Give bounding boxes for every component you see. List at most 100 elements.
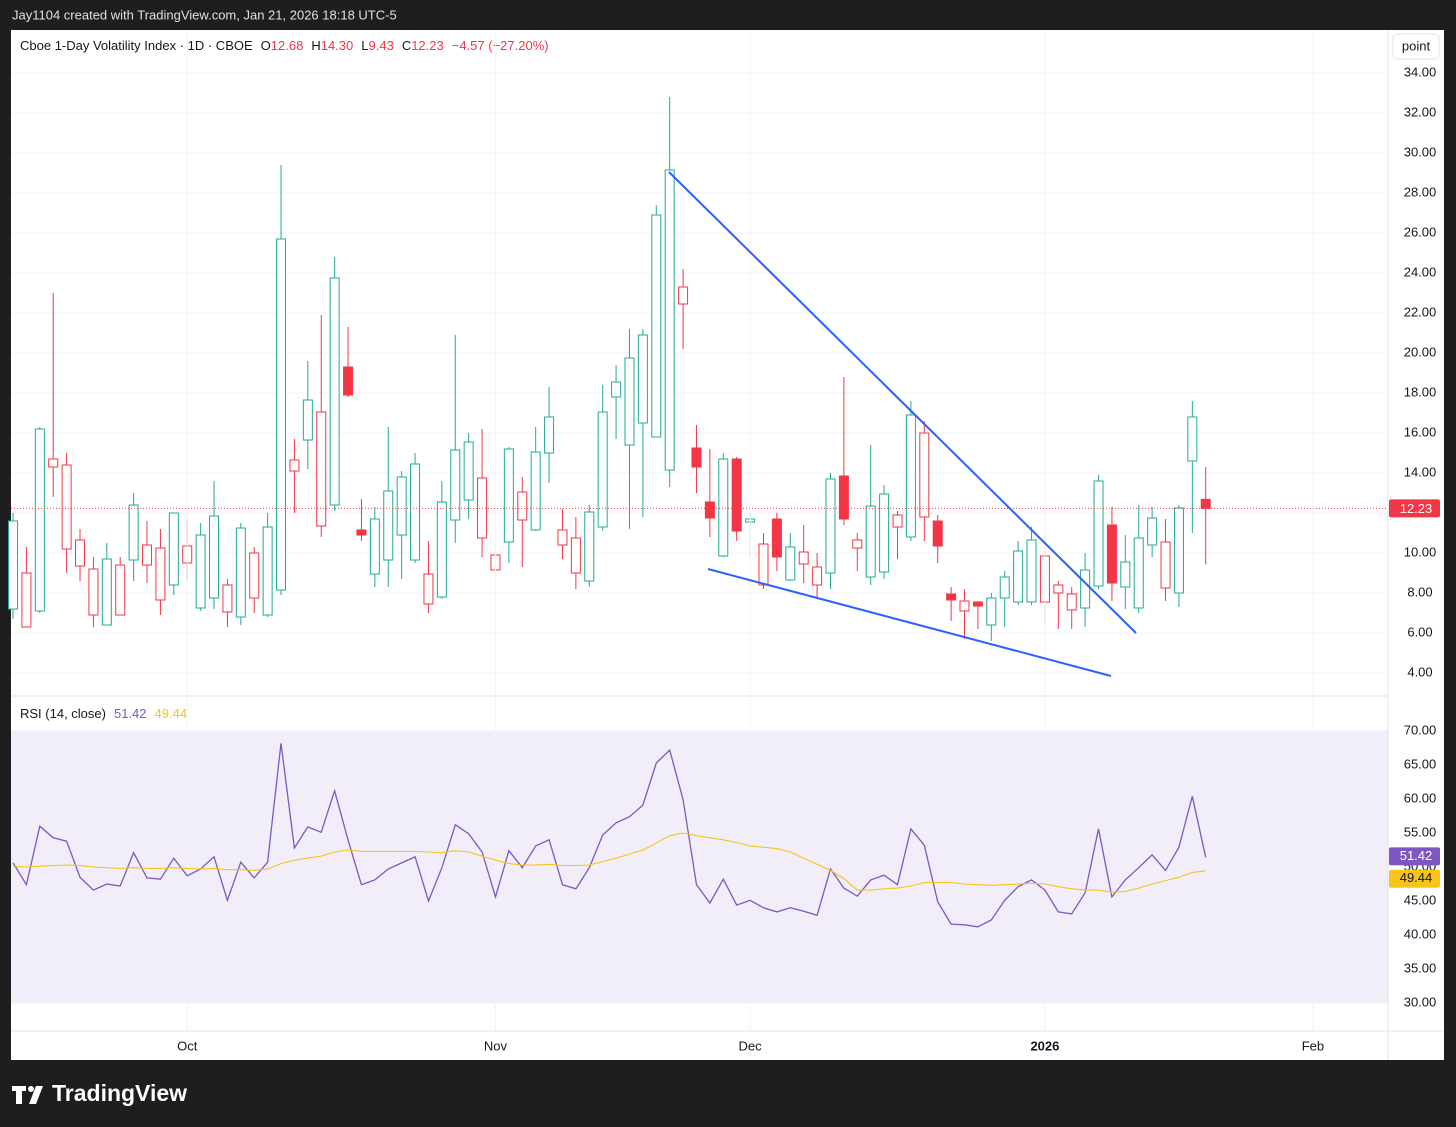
logo-mark [29, 1086, 43, 1104]
trend-line [707, 568, 1112, 677]
candle-body [584, 511, 595, 582]
rsi-value: 51.42 [114, 706, 147, 721]
candle-body [383, 490, 394, 561]
candle-body [316, 411, 327, 527]
candle-body [999, 576, 1010, 599]
y-tick-label: 8.00 [1407, 584, 1432, 599]
candle-body [8, 520, 19, 610]
candle-body [463, 441, 474, 501]
candle-body [852, 539, 863, 549]
chart-header: RSI (14, close) 51.42 49.44 [20, 706, 187, 721]
candle-body [356, 529, 367, 536]
candle-body [718, 458, 729, 557]
candle-body [517, 491, 528, 521]
candle-body [101, 558, 112, 626]
candle-body [597, 411, 608, 528]
candle-body [410, 463, 421, 561]
candle-body [195, 534, 206, 609]
candle-body [704, 501, 715, 519]
logo-mark [12, 1086, 26, 1104]
y-tick-label: 32.00 [1404, 104, 1437, 119]
rsi-line [12, 832, 1206, 893]
candle-body [932, 520, 943, 547]
candle-body [919, 432, 930, 518]
candle-body [249, 552, 260, 599]
candle-body [235, 527, 246, 618]
x-tick-label: Nov [484, 1038, 508, 1053]
y-tick-label: 28.00 [1404, 184, 1437, 199]
scale-button[interactable] [1392, 33, 1440, 60]
candle-body [450, 449, 461, 521]
candle-body [530, 451, 541, 531]
candle-body [892, 514, 903, 528]
candle-body [1013, 550, 1024, 603]
y-tick-label: 16.00 [1404, 424, 1437, 439]
brand: TradingView [52, 1080, 187, 1106]
candle-body [21, 572, 32, 628]
y-tick-label: 45.00 [1404, 892, 1437, 907]
candle-body [222, 584, 233, 613]
candle-body [570, 537, 581, 574]
y-tick-label: 26.00 [1404, 224, 1437, 239]
candle-body [1133, 537, 1144, 609]
candle-body [678, 286, 689, 305]
ohlc-key: O [261, 38, 271, 53]
candle-body [209, 515, 220, 599]
candle-body [905, 414, 916, 538]
candle-body [302, 399, 313, 441]
scale-button-label[interactable]: point [1402, 38, 1431, 53]
candle-body [1120, 561, 1131, 588]
x-tick-label: Feb [1302, 1038, 1324, 1053]
logo [12, 1086, 43, 1104]
ohlc-key: L [361, 38, 368, 53]
y-tick-label: 18.00 [1404, 384, 1437, 399]
ohlc-key: H [311, 38, 320, 53]
credit: Jay1104 created with TradingView.com, Ja… [12, 7, 397, 22]
rsi-line [12, 743, 1207, 928]
y-tick-label: 34.00 [1404, 64, 1437, 79]
candle-body [812, 566, 823, 586]
candle-body [865, 505, 876, 578]
candle-body [276, 238, 287, 591]
candle-body [75, 539, 86, 567]
rsi-value-box [1389, 847, 1440, 866]
chart-header: Cboe 1-Day Volatility Index · 1D · CBOE O… [20, 38, 549, 53]
candle-body [1187, 416, 1198, 462]
candle-body [637, 334, 648, 424]
candle-body [289, 459, 300, 472]
candle-body [651, 214, 662, 438]
chart-title: Cboe 1-Day Volatility Index · 1D · CBOE [20, 38, 253, 53]
candle-body [946, 593, 957, 601]
candle-body [61, 464, 72, 550]
chart-title: RSI (14, close) [20, 706, 106, 721]
y-tick-label: 40.00 [1404, 926, 1437, 941]
y-tick-label: 4.00 [1407, 664, 1432, 679]
y-tick-label: 70.00 [1404, 722, 1437, 737]
candle-body [557, 529, 568, 546]
candle-body [785, 546, 796, 581]
candle-body [544, 416, 555, 454]
candle-body [1106, 524, 1117, 584]
candle-body [879, 493, 890, 573]
candle-body [168, 512, 179, 586]
candle-body [329, 277, 340, 506]
y-tick-label: 65.00 [1404, 756, 1437, 771]
y-tick-label: 60.00 [1404, 790, 1437, 805]
candle-body [1066, 593, 1077, 611]
logo-mark [28, 1086, 34, 1092]
candle-body [972, 601, 983, 607]
y-tick-label: 35.00 [1404, 960, 1437, 975]
candle-body [34, 428, 45, 612]
candle-body [624, 357, 635, 446]
candle-body [262, 526, 273, 616]
candle-body [731, 458, 742, 532]
candle-body [758, 543, 769, 586]
last-price-box [1389, 499, 1440, 518]
candle-body [436, 501, 447, 598]
candle-body [771, 518, 782, 558]
candle-body [369, 518, 380, 575]
candle-body [1026, 539, 1037, 603]
candle-body [142, 544, 153, 566]
candle-body [155, 547, 166, 601]
